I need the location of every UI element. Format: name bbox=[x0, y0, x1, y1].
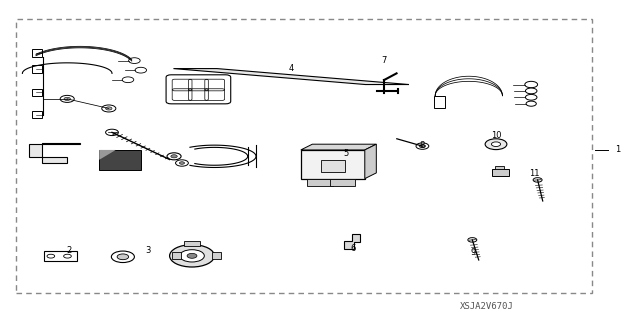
Text: 6: 6 bbox=[351, 244, 356, 253]
Polygon shape bbox=[29, 143, 80, 163]
Text: 8: 8 bbox=[420, 141, 425, 150]
Circle shape bbox=[167, 153, 181, 160]
Circle shape bbox=[468, 238, 477, 242]
Text: 10: 10 bbox=[491, 131, 501, 140]
Circle shape bbox=[106, 129, 118, 136]
Bar bbox=[172, 253, 180, 259]
Circle shape bbox=[63, 254, 71, 258]
Bar bbox=[212, 253, 221, 259]
Bar bbox=[307, 179, 333, 186]
Circle shape bbox=[60, 95, 74, 102]
Polygon shape bbox=[173, 69, 409, 85]
Circle shape bbox=[135, 67, 147, 73]
Text: 4: 4 bbox=[289, 64, 294, 73]
Circle shape bbox=[525, 94, 537, 100]
Circle shape bbox=[64, 97, 70, 100]
Text: 3: 3 bbox=[146, 246, 151, 255]
Bar bbox=[301, 150, 365, 179]
Circle shape bbox=[485, 139, 507, 150]
Circle shape bbox=[47, 254, 54, 258]
Circle shape bbox=[525, 81, 538, 88]
Text: 7: 7 bbox=[381, 56, 387, 65]
Circle shape bbox=[171, 155, 177, 158]
Circle shape bbox=[416, 143, 429, 149]
Circle shape bbox=[122, 77, 134, 83]
Circle shape bbox=[129, 58, 140, 63]
Bar bbox=[330, 179, 355, 186]
Bar bbox=[184, 241, 200, 246]
Bar bbox=[492, 169, 509, 176]
Circle shape bbox=[111, 251, 134, 263]
Text: 9: 9 bbox=[471, 248, 476, 256]
Circle shape bbox=[179, 162, 184, 164]
Bar bbox=[32, 65, 42, 73]
Circle shape bbox=[419, 145, 426, 148]
Circle shape bbox=[187, 253, 197, 258]
Circle shape bbox=[106, 107, 112, 110]
Circle shape bbox=[526, 101, 536, 106]
Text: 2: 2 bbox=[67, 246, 72, 255]
Circle shape bbox=[170, 245, 214, 267]
Bar bbox=[32, 111, 42, 118]
Bar bbox=[32, 89, 42, 96]
Circle shape bbox=[117, 254, 129, 260]
Bar bbox=[32, 49, 42, 57]
Polygon shape bbox=[301, 144, 376, 150]
Circle shape bbox=[492, 142, 500, 146]
Bar bbox=[16, 19, 592, 293]
Circle shape bbox=[525, 88, 537, 94]
Polygon shape bbox=[344, 234, 360, 249]
Text: 5: 5 bbox=[343, 149, 348, 158]
Polygon shape bbox=[99, 150, 116, 160]
Text: XSJA2V670J: XSJA2V670J bbox=[460, 302, 513, 311]
Circle shape bbox=[533, 178, 542, 182]
Circle shape bbox=[180, 250, 204, 262]
Bar bbox=[495, 166, 504, 169]
Bar bbox=[44, 251, 77, 261]
Text: 11: 11 bbox=[529, 169, 540, 178]
Bar bbox=[99, 150, 141, 170]
FancyBboxPatch shape bbox=[166, 75, 231, 104]
Text: 1: 1 bbox=[615, 145, 620, 154]
Bar bbox=[321, 160, 345, 172]
Bar bbox=[434, 96, 445, 108]
Polygon shape bbox=[365, 144, 376, 179]
Circle shape bbox=[102, 105, 116, 112]
Circle shape bbox=[175, 160, 188, 166]
